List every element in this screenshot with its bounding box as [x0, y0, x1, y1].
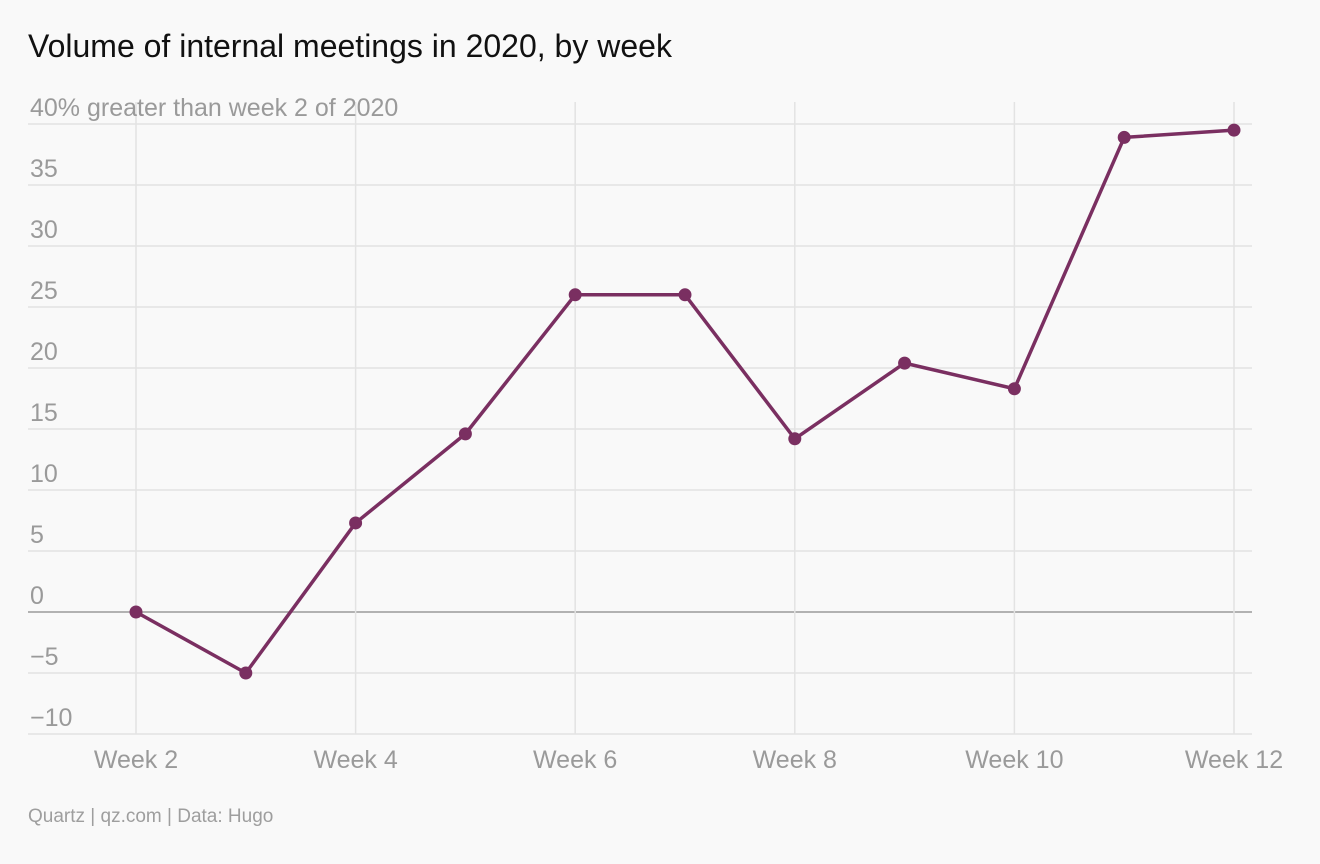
data-point	[898, 356, 912, 370]
x-tick-label: Week 10	[965, 746, 1063, 774]
x-tick-label: Week 8	[753, 746, 837, 774]
y-tick-label: 10	[30, 460, 58, 488]
x-tick-label: Week 4	[313, 746, 397, 774]
data-point	[349, 516, 363, 530]
y-tick-label: 15	[30, 399, 58, 427]
y-tick-label: 20	[30, 338, 58, 366]
x-tick-label: Week 12	[1185, 746, 1283, 774]
data-point	[1117, 130, 1131, 144]
y-tick-label: 40% greater than week 2 of 2020	[30, 94, 398, 122]
y-tick-label: 25	[30, 277, 58, 305]
y-tick-label: −5	[30, 643, 59, 671]
data-point	[678, 288, 692, 302]
grid-lines	[28, 102, 1252, 735]
y-tick-label: 5	[30, 521, 44, 549]
y-tick-label: −10	[30, 704, 72, 732]
y-tick-label: 30	[30, 216, 58, 244]
x-tick-label: Week 2	[94, 746, 178, 774]
series-points	[129, 123, 1241, 680]
data-point	[129, 605, 143, 619]
series-line-layer	[135, 128, 1235, 675]
data-point	[1007, 382, 1021, 396]
source-credit: Quartz | qz.com | Data: Hugo	[28, 806, 274, 827]
data-point	[239, 666, 253, 680]
data-point	[568, 288, 582, 302]
x-axis-tick-labels: Week 2 Week 4 Week 6 Week 8 Week 10 Week 12	[94, 746, 1283, 774]
series-line	[135, 128, 1235, 675]
data-point	[458, 427, 472, 441]
y-tick-label: 35	[30, 155, 58, 183]
y-axis-tick-labels: −10 −5 0 5 10 15 20 25 30 35 40% greater than week…	[30, 94, 398, 732]
data-point	[788, 432, 802, 446]
chart-title: Volume of internal meetings in 2020, by …	[28, 28, 672, 64]
data-point	[1227, 123, 1241, 137]
y-tick-label: 0	[30, 582, 44, 610]
x-tick-label: Week 6	[533, 746, 617, 774]
